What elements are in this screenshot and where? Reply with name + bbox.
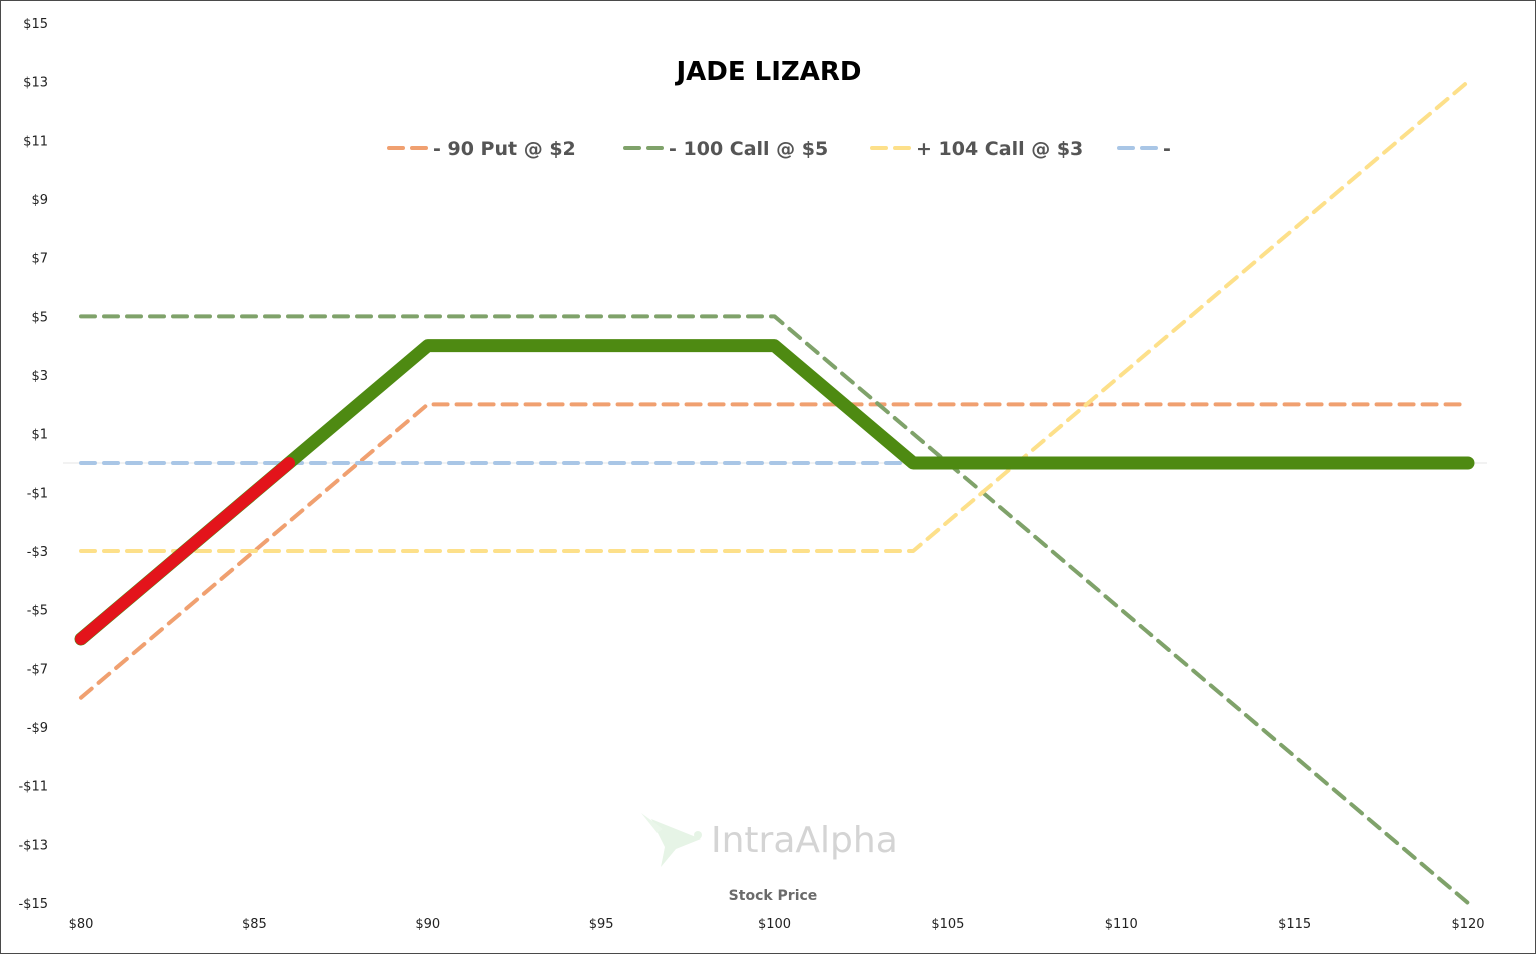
y-tick-label: -$5 <box>27 604 48 619</box>
x-tick-label: $80 <box>69 917 94 932</box>
y-tick-label: -$11 <box>18 780 48 795</box>
legend-label-4: - <box>1163 138 1171 160</box>
series-layer <box>79 79 1470 905</box>
hummingbird-icon <box>641 813 702 867</box>
x-tick-label: $105 <box>931 917 964 932</box>
loss-segment-line <box>75 457 296 645</box>
watermark: IntraAlpha <box>641 813 898 867</box>
watermark-text: IntraAlpha <box>711 820 898 861</box>
x-tick-label: $120 <box>1451 917 1484 932</box>
y-tick-label: $3 <box>31 369 48 384</box>
y-tick-label: -$15 <box>18 897 48 912</box>
y-tick-label: -$7 <box>27 662 48 677</box>
x-tick-label: $95 <box>589 917 614 932</box>
x-tick-label: $90 <box>415 917 440 932</box>
x-tick-label: $100 <box>758 917 791 932</box>
x-tick-label: $110 <box>1105 917 1138 932</box>
chart-title: JADE LIZARD <box>674 57 861 87</box>
combined-payoff-line <box>74 339 1475 646</box>
legend-label-1: - 90 Put @ $2 <box>433 138 576 160</box>
y-tick-label: $5 <box>31 310 48 325</box>
y-tick-label: $7 <box>31 252 48 267</box>
y-tick-label: $1 <box>31 428 48 443</box>
x-tick-label: $85 <box>242 917 267 932</box>
y-tick-label: $15 <box>23 17 48 32</box>
legend-label-3: + 104 Call @ $3 <box>916 138 1083 160</box>
legend: - 90 Put @ $2 - 100 Call @ $5 + 104 Call @… <box>387 138 1171 160</box>
x-tick-label: $115 <box>1278 917 1311 932</box>
y-tick-label: -$3 <box>27 545 48 560</box>
y-tick-label: $11 <box>23 134 48 149</box>
combined-payoff-layer <box>74 339 1475 646</box>
series-line-2 <box>79 314 1470 905</box>
legend-label-2: - 100 Call @ $5 <box>669 138 828 160</box>
y-tick-label: -$9 <box>27 721 48 736</box>
x-axis: $80 $85 $90 $95 $100 $105 $110 $115 $120 <box>69 917 1485 932</box>
y-tick-label: -$1 <box>27 486 48 501</box>
y-tick-label: -$13 <box>18 838 48 853</box>
series-line-1 <box>79 402 1470 700</box>
y-tick-label: $13 <box>23 76 48 91</box>
y-tick-label: $9 <box>31 193 48 208</box>
y-axis: $15 $13 $11 $9 $7 $5 $3 $1 -$1 -$3 -$5 -$7 -$9 -$11 -$… <box>18 17 1487 912</box>
x-axis-label: Stock Price <box>729 888 818 904</box>
series-line-3 <box>79 79 1470 553</box>
